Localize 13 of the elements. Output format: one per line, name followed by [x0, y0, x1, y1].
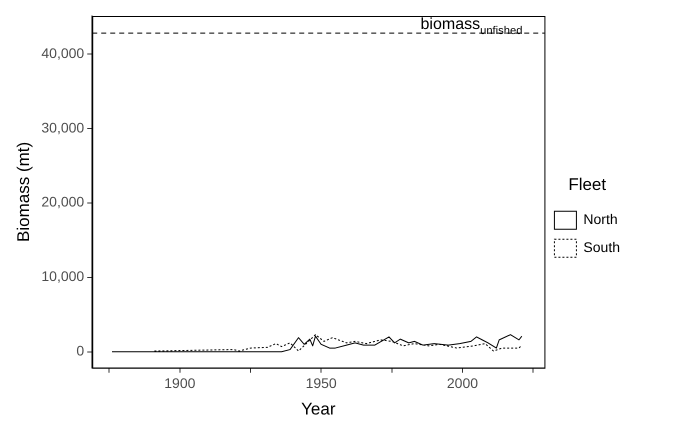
legend-title: Fleet [568, 174, 606, 194]
y-tick-label: 30,000 [41, 119, 84, 136]
x-axis-title: Year [301, 399, 336, 418]
legend-label: North [583, 211, 618, 228]
y-tick-label: 10,000 [41, 268, 84, 284]
y-axis-title: Biomass (mt) [14, 142, 33, 242]
legend-label: South [583, 239, 620, 256]
x-tick-label: 1900 [164, 375, 196, 392]
x-tick-label: 2000 [446, 375, 478, 392]
y-tick-label: 20,000 [41, 194, 84, 210]
y-tick-label: 40,000 [41, 44, 84, 61]
y-tick-label: 0 [76, 342, 84, 359]
x-tick-label: 1950 [306, 375, 337, 392]
